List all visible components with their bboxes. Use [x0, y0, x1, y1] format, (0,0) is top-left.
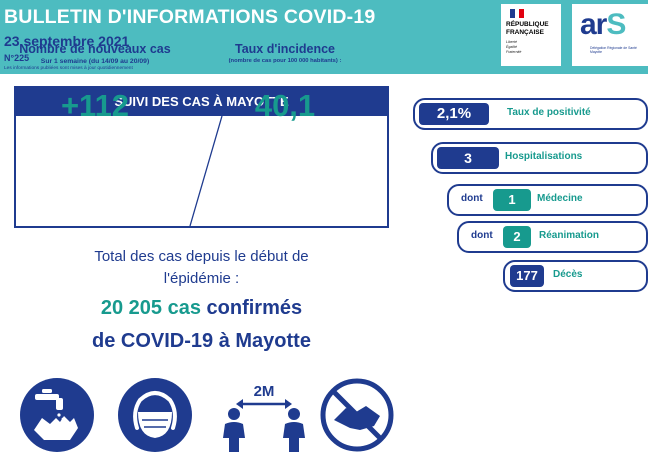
- bulletin-date: 23 septembre 2021: [4, 33, 130, 49]
- positivity-value: 2,1%: [419, 103, 489, 125]
- new-cases-label: Nombre de nouveaux cas: [19, 42, 171, 56]
- reanimation-pill: dont 2 Réanimation: [457, 221, 648, 253]
- french-flag-icon: [510, 9, 525, 18]
- wash-hands-icon: [20, 378, 94, 452]
- incidence-unit: (nombre de cas pour 100 000 habitants) :: [228, 58, 342, 64]
- hospitalisations-value: 3: [437, 147, 499, 169]
- medecine-value: 1: [493, 189, 531, 211]
- deces-value: 177: [510, 265, 544, 287]
- total-intro-line-2: l'épidémie :: [163, 270, 240, 287]
- distance-label: 2M: [254, 383, 275, 400]
- total-cases-count: 20 205 cas confirmés: [14, 297, 389, 320]
- reanimation-prefix: dont: [471, 230, 493, 241]
- hospitalisations-pill: 3 Hospitalisations: [431, 142, 648, 174]
- positivity-label: Taux de positivité: [507, 107, 591, 118]
- positivity-pill: 2,1% Taux de positivité: [413, 98, 648, 130]
- no-handshake-icon: [320, 378, 394, 452]
- new-cases-value: +112: [60, 88, 130, 123]
- incidence-label: Taux d'incidence: [235, 42, 335, 56]
- total-cases-location: de COVID-19 à Mayotte: [92, 330, 311, 352]
- new-cases-period: Sur 1 semaine (du 14/09 au 20/09): [40, 58, 150, 65]
- total-intro-line-1: Total des cas depuis le début de: [94, 248, 309, 265]
- medecine-prefix: dont: [461, 193, 483, 204]
- republique-francaise-logo: RÉPUBLIQUE FRANÇAISE Liberté Égalité Fra…: [501, 4, 561, 66]
- reanimation-label: Réanimation: [539, 230, 600, 241]
- ars-logo: arS Délégation Régionale de Santé Mayott…: [572, 4, 648, 66]
- total-confirmed: confirmés: [206, 297, 303, 319]
- deces-label: Décès: [553, 269, 583, 280]
- rf-motto-1: Liberté: [506, 40, 517, 44]
- incidence-value: 40,1: [254, 88, 316, 123]
- bulletin-number: N°225: [4, 53, 30, 63]
- rf-motto-2: Égalité: [506, 45, 517, 49]
- medecine-pill: dont 1 Médecine: [447, 184, 648, 216]
- ars-tagline: Délégation Régionale de Santé Mayotte: [590, 46, 637, 55]
- rf-line-1: RÉPUBLIQUE: [506, 21, 549, 28]
- deces-pill: 177 Décès: [503, 260, 648, 292]
- case-tracking-box: SUIVI DES CAS À MAYOTTE: [14, 86, 389, 228]
- hospitalisations-label: Hospitalisations: [505, 151, 583, 162]
- diagonal-divider: [189, 116, 223, 226]
- header-banner: BULLETIN D'INFORMATIONS COVID-19 23 sept…: [0, 0, 648, 74]
- update-note: Les informations publiées sont mises à j…: [4, 66, 133, 71]
- bulletin-title: BULLETIN D'INFORMATIONS COVID-19: [4, 6, 376, 28]
- face-mask-icon: [118, 378, 192, 452]
- rf-line-2: FRANÇAISE: [506, 29, 544, 36]
- rf-motto-3: Fraternité: [506, 50, 522, 54]
- social-distance-icon: 2M: [223, 383, 305, 452]
- medecine-label: Médecine: [537, 193, 583, 204]
- reanimation-value: 2: [503, 226, 531, 248]
- total-count: 20 205 cas: [100, 297, 201, 319]
- ars-wordmark: arS: [580, 8, 626, 41]
- case-box-heading: SUIVI DES CAS À MAYOTTE: [16, 88, 387, 116]
